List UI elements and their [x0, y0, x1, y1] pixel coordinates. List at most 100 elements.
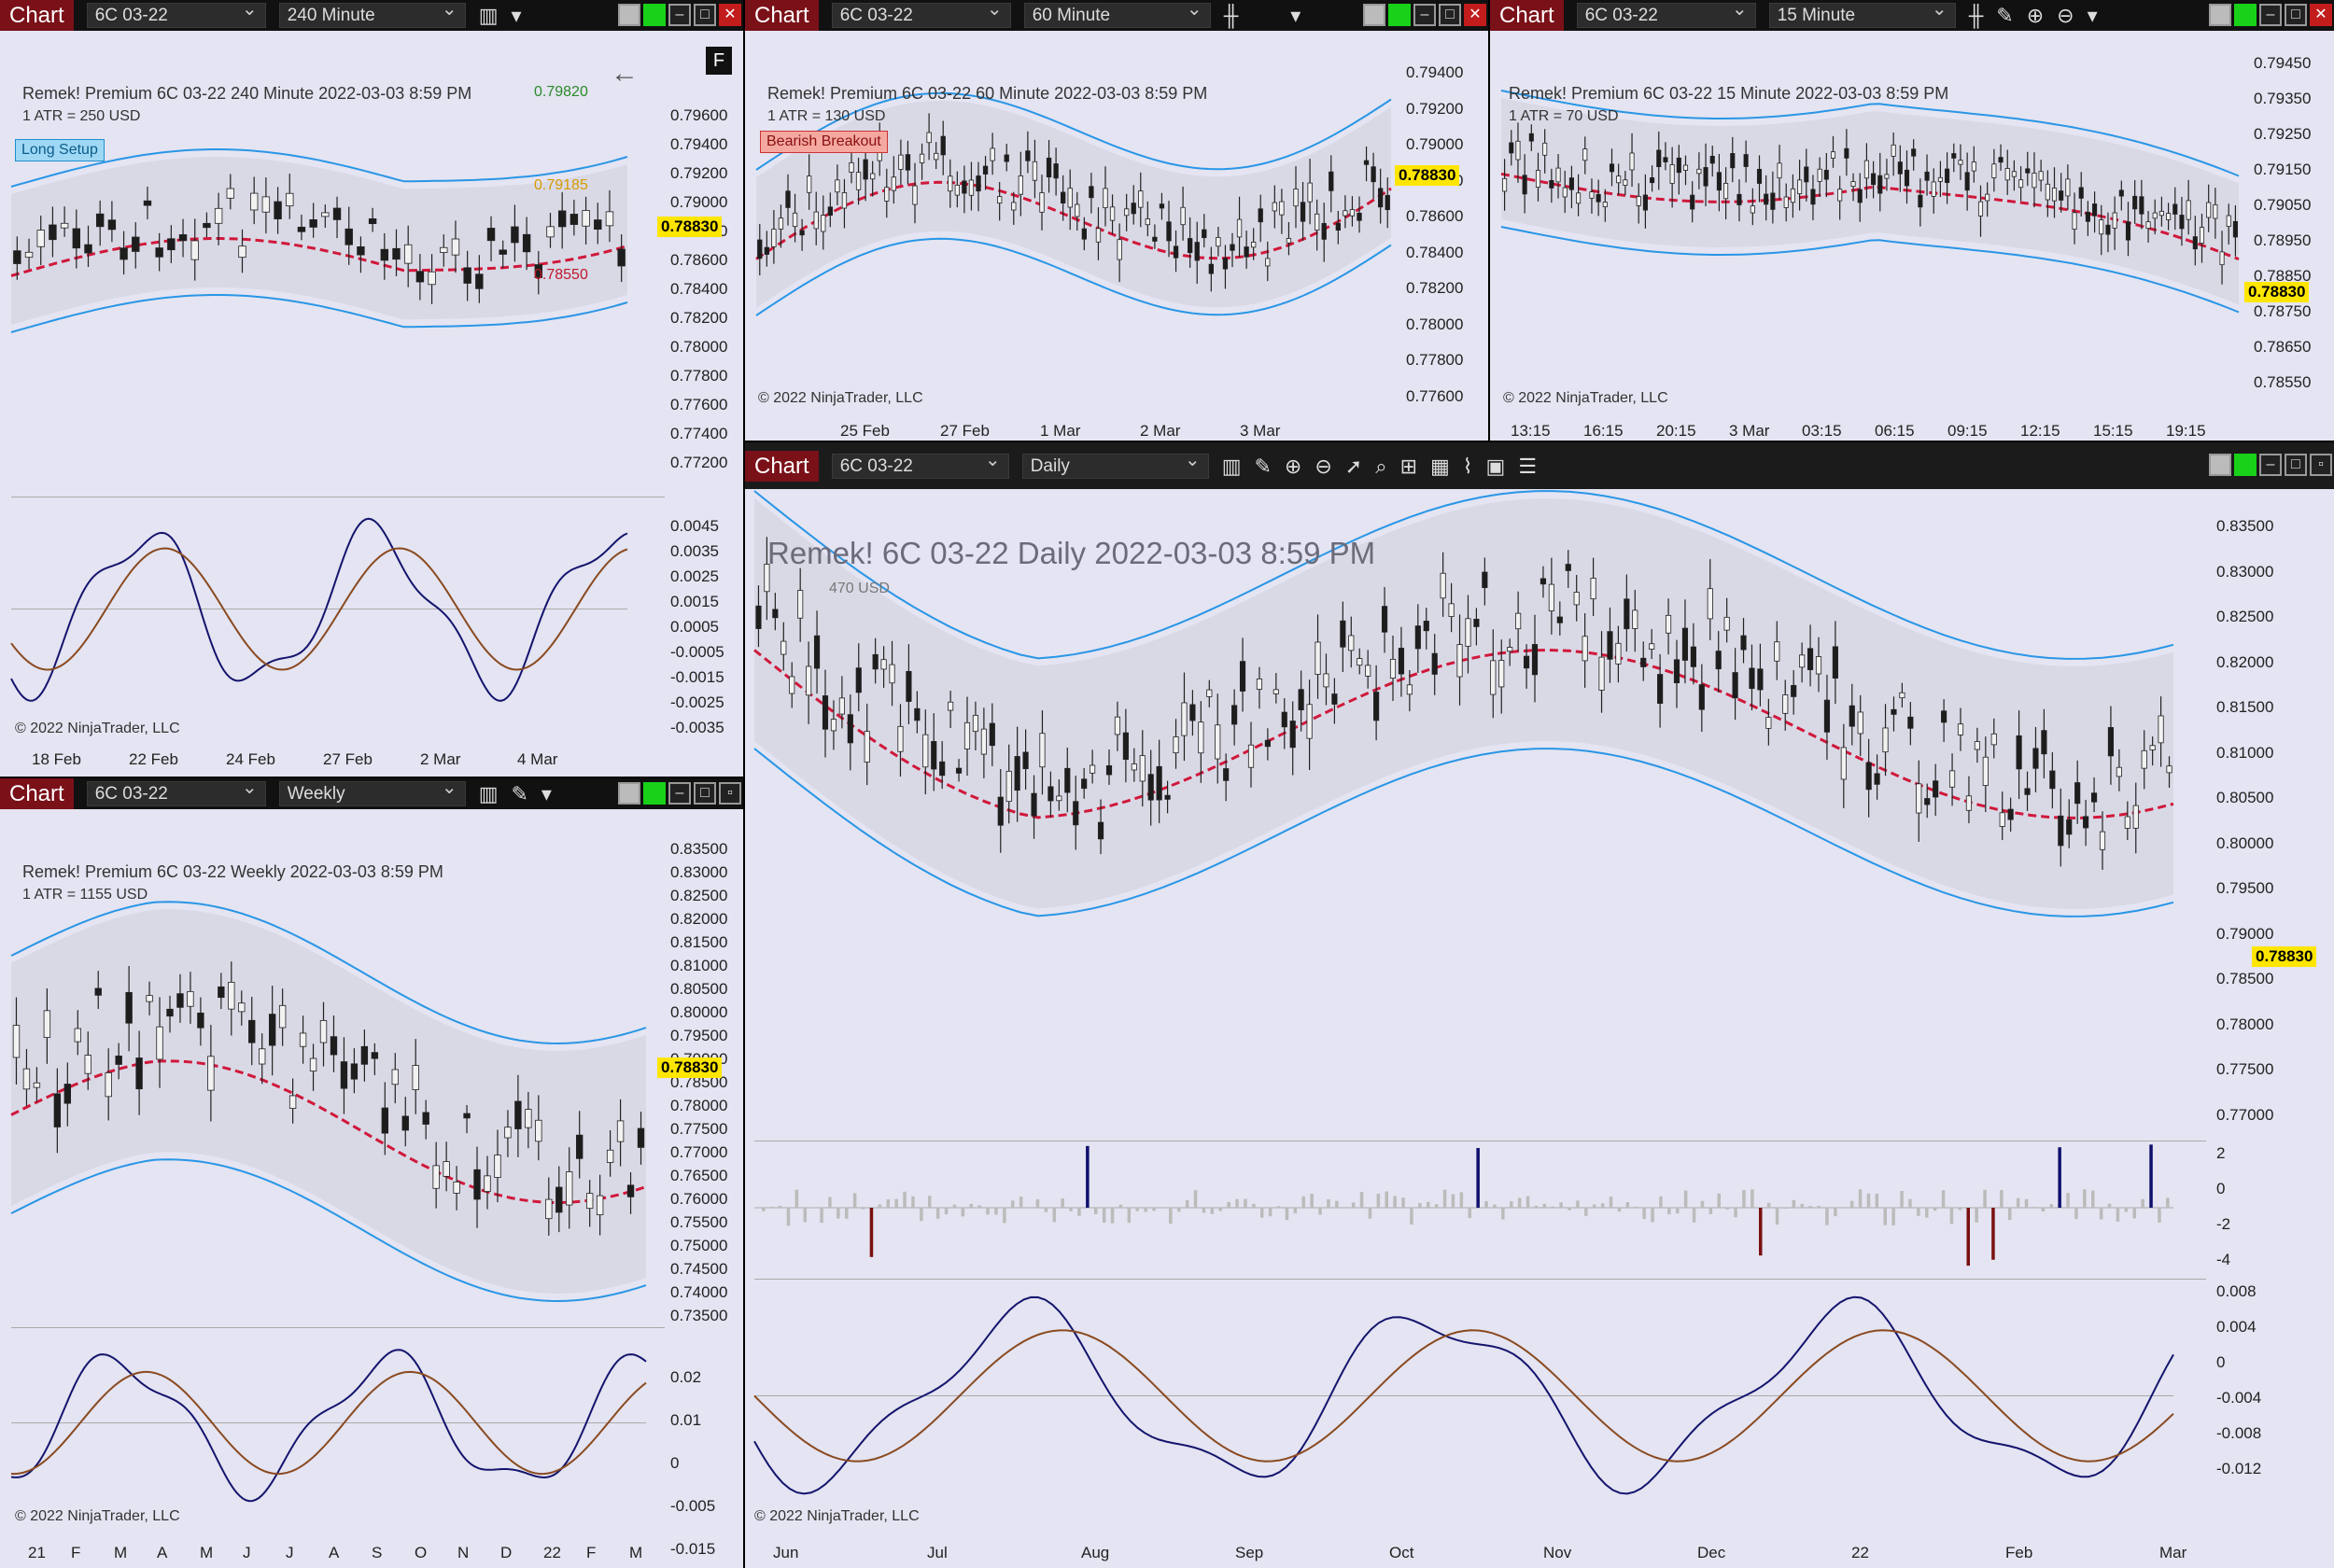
dropdown-arrow-icon[interactable]: ▾	[2087, 4, 2098, 27]
strategies-icon[interactable]: ⌇	[1462, 454, 1473, 478]
zoom-in-icon[interactable]: ⊕	[2026, 4, 2045, 27]
properties-icon[interactable]: ⊞	[1399, 454, 1417, 478]
dropdown-arrow-icon[interactable]: ▾	[511, 4, 522, 27]
bar-style-icon[interactable]: ╫	[1223, 4, 1239, 27]
histogram-panel[interactable]	[754, 1144, 2206, 1275]
pointer-icon[interactable]: ➚	[1344, 454, 1363, 478]
interval-selector[interactable]: Daily	[1021, 449, 1209, 479]
link-button[interactable]	[2209, 454, 2231, 476]
minimize-icon[interactable]: –	[668, 782, 691, 805]
sync-button[interactable]	[2234, 454, 2257, 476]
interval-selector[interactable]: 15 Minute	[1768, 0, 1956, 28]
histogram-axis[interactable]: 2 0 -2 -4	[2211, 1144, 2332, 1275]
time-axis[interactable]: 18 Feb 22 Feb 24 Feb 27 Feb 2 Mar 4 Mar	[11, 747, 665, 775]
link-button[interactable]	[618, 4, 640, 26]
interval-selector[interactable]: 240 Minute	[278, 0, 466, 28]
chart-menu-button[interactable]: Chart	[1490, 0, 1564, 31]
bar-style-icon[interactable]: ▥	[1221, 454, 1242, 478]
draw-tool-icon[interactable]: ✎	[1996, 4, 2014, 27]
instrument-selector[interactable]: 6C 03-22	[831, 449, 1009, 479]
list-icon[interactable]: ☰	[1518, 454, 1538, 478]
histogram-bar	[1750, 1189, 1754, 1208]
oscillator-axis[interactable]: 0.008 0.004 0 -0.004 -0.008 -0.012	[2211, 1282, 2332, 1534]
sync-button[interactable]	[2234, 4, 2257, 26]
minimize-icon[interactable]: –	[2259, 454, 2282, 476]
chart-menu-button[interactable]: Chart	[0, 778, 74, 809]
minimize-icon[interactable]: –	[1413, 4, 1436, 26]
price-axis[interactable]: 0.796000.794000.792000.790000.788000.786…	[665, 0, 739, 504]
chart-menu-button[interactable]: Chart	[0, 0, 74, 31]
dropdown-arrow-icon[interactable]: ▾	[1290, 4, 1301, 27]
close-icon[interactable]: ✕	[1464, 4, 1486, 26]
oscillator-panel[interactable]	[10, 504, 665, 737]
candle-body	[451, 238, 460, 256]
draw-tool-icon[interactable]: ✎	[1254, 454, 1272, 478]
bar-style-icon[interactable]: ▥	[478, 4, 499, 27]
maximize-icon[interactable]: □	[2285, 4, 2307, 26]
price-panel[interactable]	[755, 37, 1400, 411]
templates-icon[interactable]: ▣	[1485, 454, 1506, 478]
oscillator-panel[interactable]	[10, 1335, 665, 1531]
zoom-in-icon[interactable]: ⊕	[1284, 454, 1302, 478]
bar-style-icon[interactable]: ▥	[478, 782, 499, 805]
axis-tick-label: -0.0015	[670, 668, 724, 686]
data-box-icon[interactable]: ⌕	[1375, 454, 1387, 478]
sync-button[interactable]	[643, 4, 666, 26]
price-axis[interactable]: 0.794000.792000.790000.788000.786000.784…	[1400, 0, 1484, 411]
price-panel[interactable]	[1500, 37, 2248, 411]
zoom-out-icon[interactable]: ⊖	[1315, 454, 1332, 478]
time-axis[interactable]: 13:15 16:15 20:15 3 Mar 03:15 06:15 09:15 12:15…	[1501, 418, 2248, 441]
time-axis[interactable]: 25 Feb 27 Feb 1 Mar 2 Mar 3 Mar	[756, 418, 1400, 441]
interval-selector[interactable]: 60 Minute	[1023, 0, 1211, 28]
candle-body	[1815, 656, 1822, 675]
indicators-icon[interactable]: ▦	[1430, 454, 1450, 478]
maximize-icon[interactable]: □	[1439, 4, 1461, 26]
minimize-icon[interactable]: –	[2259, 4, 2282, 26]
instrument-selector[interactable]: 6C 03-22	[831, 0, 1011, 28]
instrument-selector[interactable]: 6C 03-22	[86, 778, 266, 806]
maximize-icon[interactable]: □	[694, 782, 716, 805]
zoom-out-icon[interactable]: ⊖	[2057, 4, 2074, 27]
price-panel[interactable]	[10, 823, 665, 1365]
link-button[interactable]	[2209, 4, 2231, 26]
candle-body	[2219, 251, 2225, 266]
close-icon[interactable]: ✕	[719, 4, 741, 26]
draw-tool-icon[interactable]: ✎	[511, 782, 528, 805]
link-button[interactable]	[1363, 4, 1385, 26]
close-icon[interactable]: ▫	[2310, 454, 2332, 476]
sync-button[interactable]	[643, 782, 666, 805]
axis-tick-label: 0.82500	[670, 887, 728, 904]
sync-button[interactable]	[1388, 4, 1411, 26]
instrument-selector[interactable]: 6C 03-22	[86, 0, 266, 28]
price-axis[interactable]: 0.79450 0.79350 0.79250 0.79150 0.79050 0.789…	[2248, 0, 2332, 411]
candle-body	[1602, 202, 1608, 208]
candle-body	[261, 196, 271, 213]
histogram-bar	[1808, 1206, 1812, 1208]
axis-tick-label: 27 Feb	[940, 422, 990, 440]
dropdown-arrow-icon[interactable]: ▾	[541, 782, 552, 805]
price-axis[interactable]: 0.83500 0.83000 0.82500 0.82000 0.81500 0.810…	[2211, 498, 2332, 1124]
candle-body	[1690, 646, 1696, 667]
close-icon[interactable]: ✕	[2310, 4, 2332, 26]
price-panel[interactable]	[753, 490, 2206, 1114]
interval-selector[interactable]: Weekly	[278, 778, 466, 806]
link-button[interactable]	[618, 782, 640, 805]
minimize-icon[interactable]: –	[668, 4, 691, 26]
back-arrow-icon[interactable]: ←	[611, 58, 639, 89]
time-axis[interactable]: Jun Jul Aug Sep Oct Nov Dec 22 Feb Mar	[754, 1540, 2206, 1568]
histogram-bar	[1617, 1208, 1622, 1212]
close-icon[interactable]: ▫	[719, 782, 741, 805]
instrument-selector[interactable]: 6C 03-22	[1576, 0, 1756, 28]
histogram-bar	[1118, 1204, 1123, 1208]
maximize-icon[interactable]: □	[2285, 454, 2307, 476]
flag-badge[interactable]: F	[706, 47, 732, 75]
maximize-icon[interactable]: □	[694, 4, 716, 26]
bar-style-icon[interactable]: ╫	[1968, 4, 1984, 27]
chart-menu-button[interactable]: Chart	[745, 0, 819, 31]
price-panel[interactable]	[10, 45, 665, 493]
chart-menu-button[interactable]: Chart	[745, 450, 819, 482]
oscillator-axis[interactable]: 0.0045 0.0035 0.0025 0.0015 0.0005 -0.0005 -0.…	[665, 504, 739, 737]
oscillator-axis[interactable]: 0.02 0.01 0 -0.005 -0.015	[665, 1335, 739, 1558]
oscillator-panel[interactable]	[753, 1282, 2206, 1534]
time-axis[interactable]: 21 F M A M J J A S O N D 22 F M	[11, 1540, 665, 1568]
